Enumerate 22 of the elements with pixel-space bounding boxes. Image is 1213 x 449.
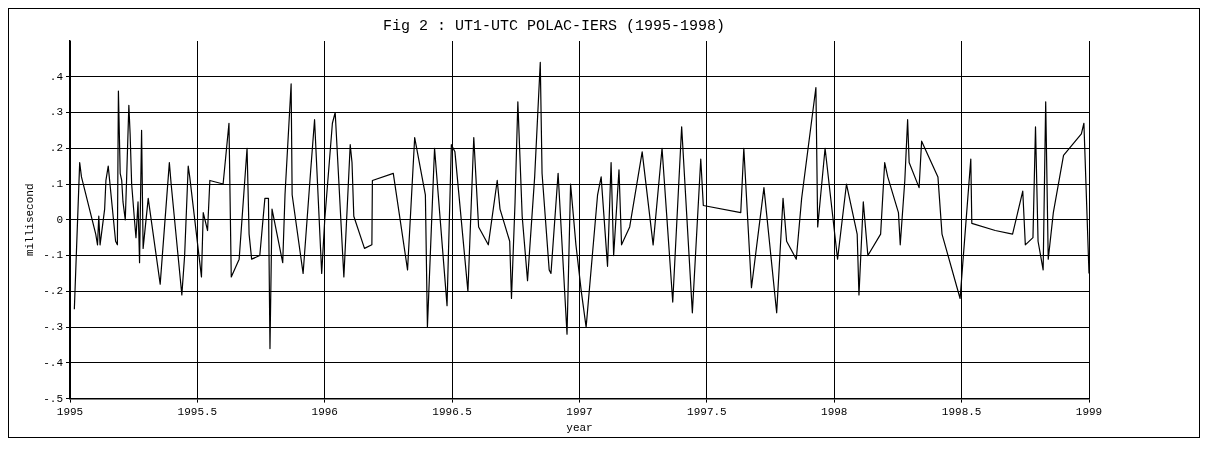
- x-tick-label: 1996: [311, 406, 338, 419]
- x-tick-label: 1999: [1075, 406, 1103, 419]
- y-tick-label: .1: [49, 177, 64, 190]
- x-tick-label: 1998.5: [941, 406, 982, 419]
- y-tick-label: -.1: [43, 249, 64, 262]
- y-tick-label: -.5: [43, 392, 63, 405]
- x-tick-label: 1998: [821, 406, 848, 419]
- x-tick-label: 1997: [566, 406, 593, 419]
- y-tick-label: -.2: [43, 285, 63, 298]
- y-tick-label: 0: [56, 213, 63, 226]
- y-tick-label: .2: [49, 142, 63, 155]
- x-tick-label: 1995: [56, 406, 84, 419]
- x-tick-label: 1996.5: [432, 406, 472, 419]
- x-tick-label: 1997.5: [687, 406, 727, 419]
- y-tick-label: .3: [49, 106, 63, 119]
- y-axis-title: millisecond: [23, 183, 36, 257]
- y-tick-label: .4: [49, 70, 64, 83]
- y-tick-label: -.4: [43, 356, 64, 369]
- x-tick-label: 1995.5: [177, 406, 218, 419]
- chart-title: Fig 2 : UT1-UTC POLAC-IERS (1995-1998): [382, 17, 726, 35]
- x-axis-title: year: [566, 422, 593, 435]
- y-tick-label: -.3: [43, 320, 63, 333]
